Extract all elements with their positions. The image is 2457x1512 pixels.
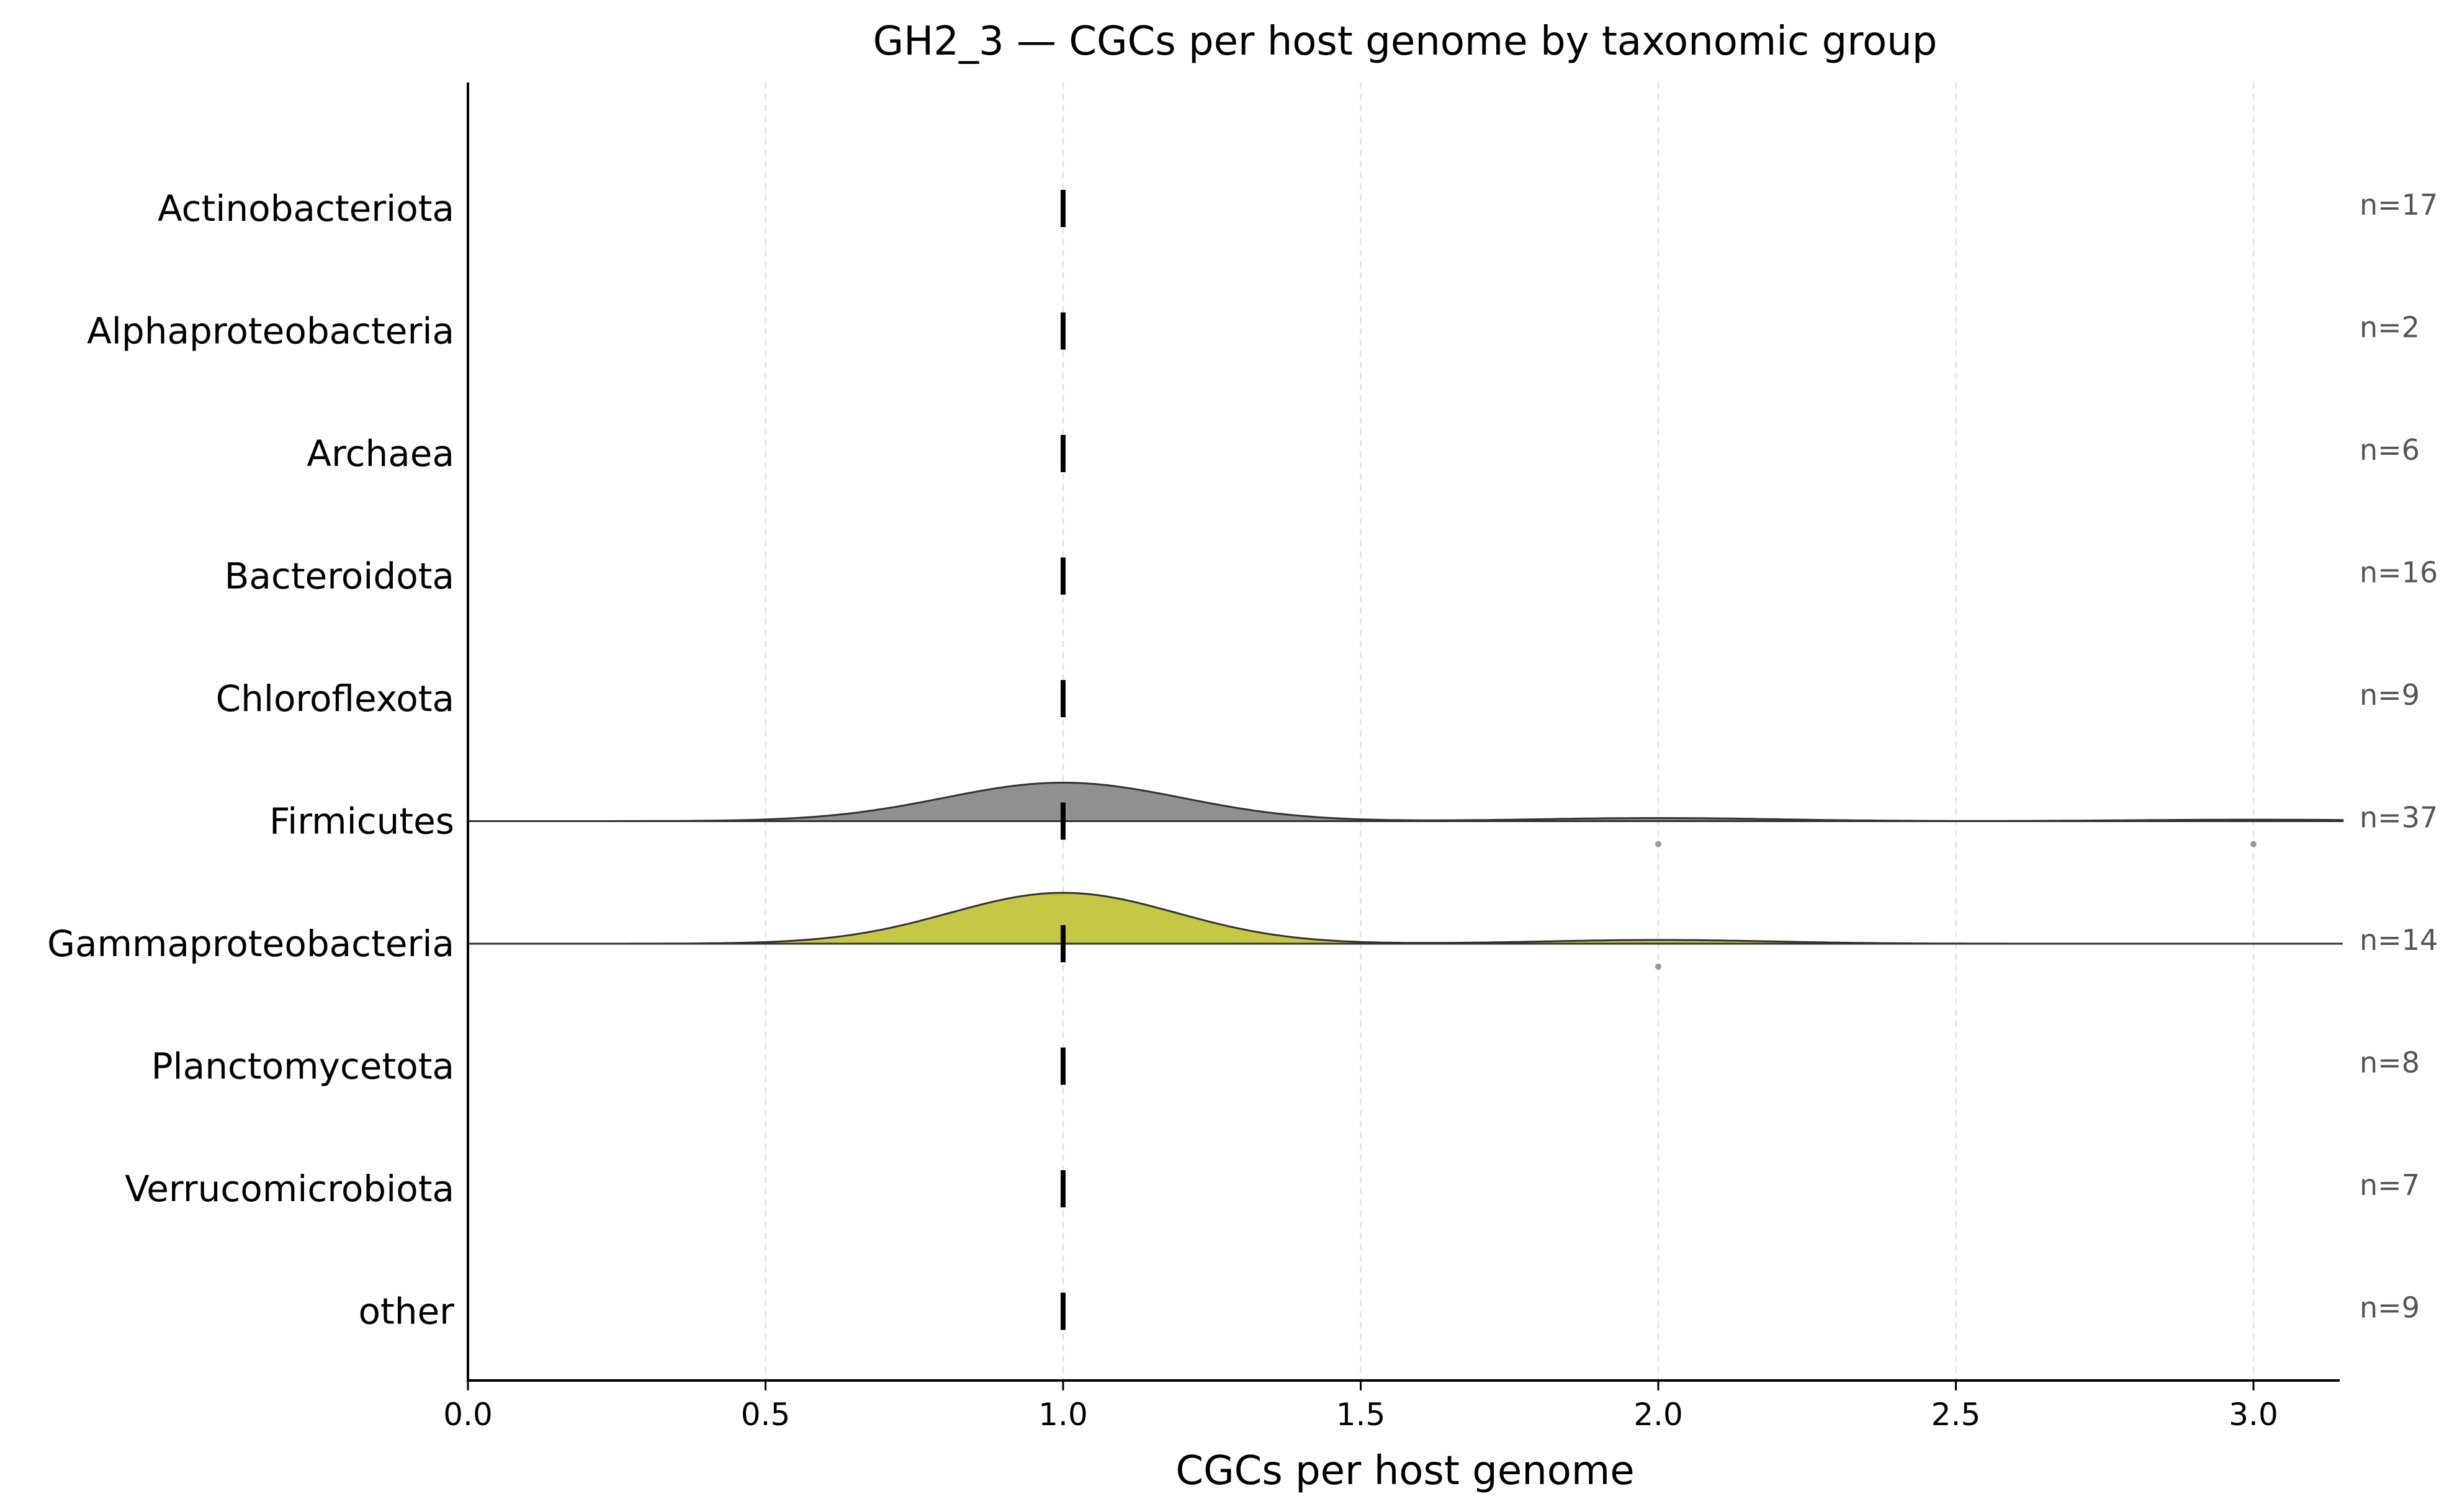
group-label: Verrucomicrobiota [125, 1168, 454, 1210]
outlier-point [2250, 841, 2257, 848]
group-label: Firmicutes [269, 800, 454, 843]
group-label: Chloroflexota [216, 678, 454, 720]
group-label: Actinobacteriota [158, 187, 454, 230]
sample-size-label: n=7 [2360, 1168, 2420, 1202]
group-label: Alphaproteobacteria [87, 310, 454, 352]
sample-size-label: n=9 [2360, 1291, 2420, 1325]
x-tick-label: 1.5 [1336, 1397, 1386, 1433]
sample-size-label: n=16 [2360, 556, 2438, 589]
density-ridges [468, 782, 2344, 945]
sample-size-label: n=17 [2360, 188, 2438, 221]
outlier-points [1655, 841, 2257, 970]
sample-size-label: n=37 [2360, 801, 2438, 834]
grid-lines [765, 83, 2255, 1380]
group-labels: Actinobacteriota Alphaproteobacteria Archa… [47, 187, 454, 1333]
x-axis-label: CGCs per host genome [1175, 1448, 1634, 1494]
sample-size-label: n=6 [2360, 433, 2420, 467]
group-label: Bacteroidota [225, 555, 454, 597]
outlier-point [1655, 841, 1661, 848]
outlier-point [1655, 964, 1661, 970]
group-label: other [358, 1291, 454, 1333]
group-label: Gammaproteobacteria [47, 923, 454, 965]
x-ticks: 0.0 0.5 1.0 1.5 2.0 2.5 3.0 [443, 1380, 2278, 1433]
sample-size-label: n=8 [2360, 1046, 2420, 1080]
x-tick-label: 3.0 [2229, 1397, 2278, 1433]
chart-title: GH2_3 — CGCs per host genome by taxonomi… [873, 19, 1938, 65]
x-tick-label: 1.0 [1038, 1397, 1088, 1433]
sample-size-label: n=2 [2360, 311, 2420, 344]
sample-size-labels: n=17 n=2 n=6 n=16 n=9 n=37 n=14 n=8 n=7 n=9 [2360, 188, 2438, 1325]
group-label: Archaea [307, 432, 454, 475]
group-label: Planctomycetota [151, 1045, 454, 1088]
sample-size-label: n=9 [2360, 678, 2420, 712]
x-tick-label: 2.0 [1633, 1397, 1683, 1433]
x-tick-label: 0.0 [443, 1397, 493, 1433]
density-ridge [468, 782, 2344, 822]
x-tick-label: 0.5 [741, 1397, 791, 1433]
density-ridge [468, 892, 2343, 945]
sample-size-label: n=14 [2360, 923, 2438, 957]
x-tick-label: 2.5 [1931, 1397, 1981, 1433]
axes [467, 83, 2340, 1382]
